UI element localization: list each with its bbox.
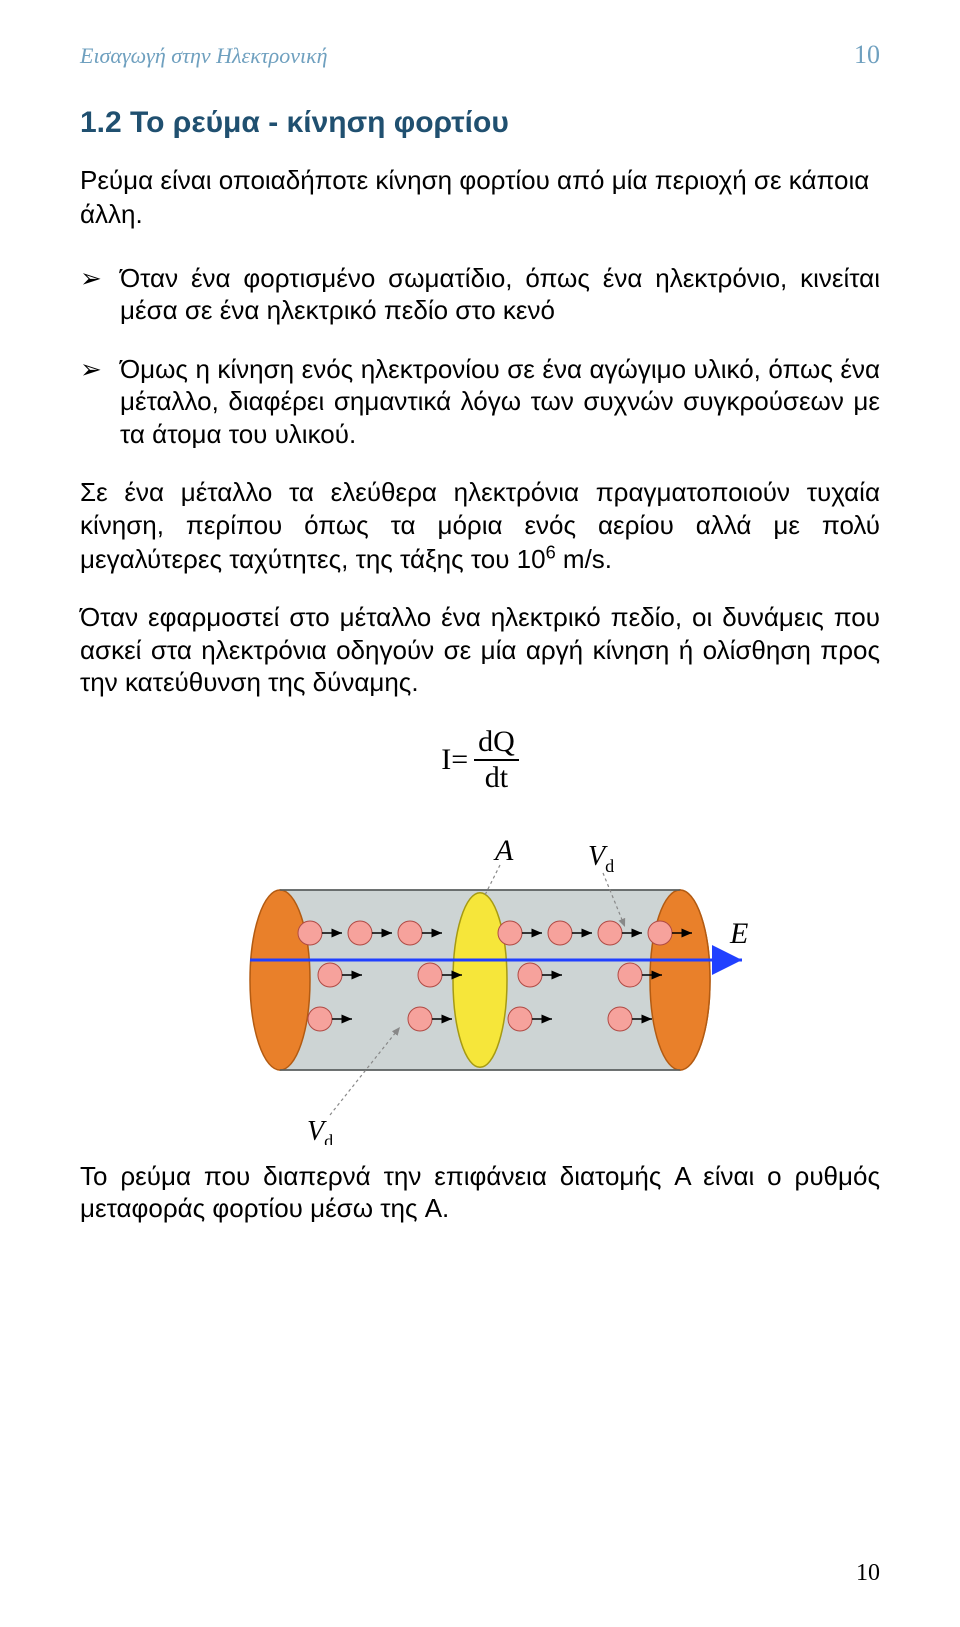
closing-paragraph: Το ρεύμα που διαπερνά την επιφάνεια διατ… — [80, 1160, 880, 1225]
footer-page-number: 10 — [856, 1560, 880, 1587]
paragraph-1: Σε ένα μέταλλο τα ελεύθερα ηλεκτρόνια πρ… — [80, 476, 880, 575]
header-left: Εισαγωγή στην Ηλεκτρονική — [80, 43, 328, 69]
page: Εισαγωγή στην Ηλεκτρονική 10 1.2 Το ρεύμ… — [0, 0, 960, 1627]
formula-lhs: I= — [441, 743, 468, 777]
page-header: Εισαγωγή στην Ηλεκτρονική 10 — [80, 40, 880, 70]
formula-den: dt — [481, 761, 512, 795]
bullet-1: ➢ Όταν ένα φορτισμένο σωματίδιο, όπως έν… — [80, 262, 880, 327]
header-page-number-top: 10 — [854, 40, 880, 70]
bullet-2-text: Όμως η κίνηση ενός ηλεκτρονίου σε ένα αγ… — [120, 353, 880, 451]
section-title: 1.2 Το ρεύμα - κίνηση φορτίου — [80, 106, 880, 140]
svg-text:E: E — [729, 917, 748, 950]
svg-text:Vd: Vd — [307, 1116, 333, 1145]
conductor-svg: A Vd Vd E — [200, 805, 760, 1145]
conductor-diagram: A Vd Vd E — [200, 805, 760, 1150]
formula-fraction: dQ dt — [474, 725, 519, 795]
formula-num: dQ — [474, 725, 519, 759]
paragraph-1-text: Σε ένα μέταλλο τα ελεύθερα ηλεκτρόνια πρ… — [80, 477, 880, 574]
bullet-1-text: Όταν ένα φορτισμένο σωματίδιο, όπως ένα … — [120, 262, 880, 327]
svg-text:A: A — [493, 834, 514, 867]
bullet-arrow-icon: ➢ — [80, 262, 120, 327]
bullet-2: ➢ Όμως η κίνηση ενός ηλεκτρονίου σε ένα … — [80, 353, 880, 451]
current-formula: I= dQ dt — [80, 725, 880, 795]
intro-text: Ρεύμα είναι οποιαδήποτε κίνηση φορτίου α… — [80, 164, 880, 232]
svg-text:Vd: Vd — [588, 841, 614, 876]
paragraph-2: Όταν εφαρμοστεί στο μέταλλο ένα ηλεκτρικ… — [80, 601, 880, 699]
bullet-arrow-icon: ➢ — [80, 353, 120, 451]
